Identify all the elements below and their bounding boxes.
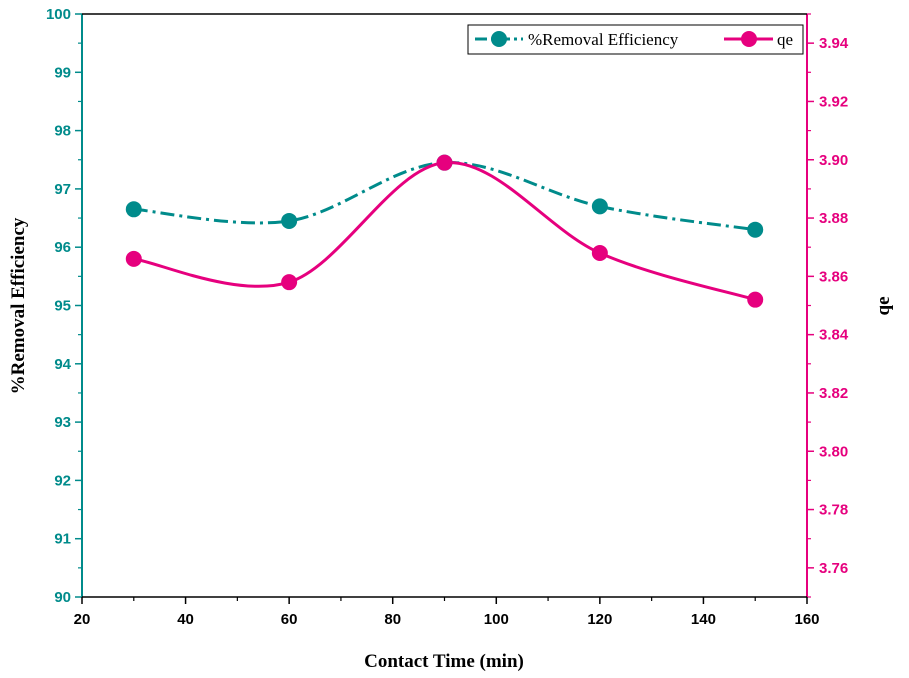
legend-marker-removal [491,31,507,47]
left-ticks: 90 91 92 93 94 95 96 97 98 99 100 [46,6,82,606]
data-point-qe [747,291,764,308]
y2-tick-label: 3.94 [819,35,849,52]
data-point-removal-efficiency [747,221,764,238]
y2-axis-title: qe [873,297,894,316]
legend: %Removal Efficiency qe [467,24,804,55]
x-tick-label: 100 [484,611,509,628]
y2-tick-label: 3.80 [819,443,848,460]
data-point-removal-efficiency [125,201,142,218]
y-tick-label: 95 [54,298,71,315]
y2-tick-label: 3.78 [819,502,848,519]
y2-tick-label: 3.82 [819,385,848,402]
y-tick-label: 97 [54,181,71,198]
data-point-qe [436,154,453,171]
data-point-qe [281,274,298,291]
x-tick-label: 60 [281,611,298,628]
y-tick-label: 92 [54,472,71,489]
y2-tick-label: 3.76 [819,560,848,577]
y-tick-label: 96 [54,239,71,256]
y-tick-label: 98 [54,123,71,140]
legend-label-removal: %Removal Efficiency [528,30,679,49]
y2-tick-label: 3.88 [819,210,848,227]
y-tick-label: 94 [54,356,71,373]
y-tick-label: 100 [46,6,71,23]
y-tick-label: 90 [54,589,71,606]
series-line-removal-efficiency [133,161,756,232]
data-point-removal-efficiency [281,212,298,229]
y-tick-label: 99 [54,64,71,81]
x-tick-label: 160 [794,611,819,628]
x-tick-label: 140 [691,611,716,628]
legend-label-qe: qe [777,30,793,49]
data-point-removal-efficiency [591,198,608,215]
legend-marker-qe [741,31,757,47]
x-tick-label: 40 [177,611,194,628]
y2-tick-label: 3.92 [819,93,848,110]
right-ticks: 3.76 3.78 3.80 3.82 3.84 3.86 3.88 3.90 3.92 3.94 [807,13,849,598]
y2-tick-label: 3.84 [819,327,849,344]
y-tick-label: 91 [54,531,71,548]
data-point-qe [125,250,142,267]
x-axis-title: Contact Time (min) [364,651,524,672]
series-line-qe [133,161,756,302]
series-layer [125,154,764,308]
x-tick-label: 80 [384,611,401,628]
data-point-qe [591,245,608,262]
y-axis-title: %Removal Efficiency [8,217,29,394]
y-tick-label: 93 [54,414,71,431]
bottom-ticks: 20 40 60 80 100 120 140 160 [74,597,820,628]
y2-tick-label: 3.86 [819,268,848,285]
x-tick-label: 20 [74,611,91,628]
x-tick-label: 120 [587,611,612,628]
y2-tick-label: 3.90 [819,152,848,169]
